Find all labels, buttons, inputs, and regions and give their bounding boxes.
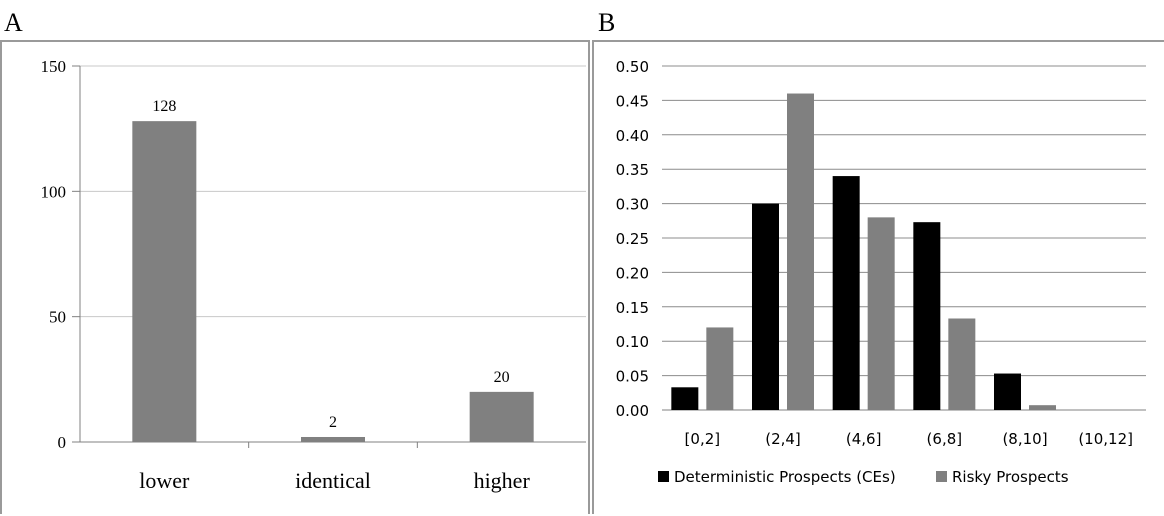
- bar-deterministic-3: [913, 222, 941, 410]
- y-tick-label: 100: [41, 182, 67, 201]
- y-tick-label: 0.15: [616, 299, 649, 317]
- x-tick-label: higher: [474, 468, 531, 493]
- y-tick-label: 50: [49, 308, 66, 327]
- legend-swatch-0: [658, 471, 669, 482]
- chart-panel-b: 0.00 0.05 0.10 0.15 0.20 0.25 0.30 0.35 0.40 0.45…: [592, 40, 1164, 514]
- chart-b-svg: 0.00 0.05 0.10 0.15 0.20 0.25 0.30 0.35 0.40 0.45…: [616, 58, 1146, 486]
- x-tick-label: (4,6]: [846, 430, 882, 448]
- y-tick-label: 0.10: [616, 333, 649, 351]
- bar-deterministic-0: [671, 387, 699, 410]
- bar-deterministic-2: [832, 176, 860, 410]
- x-tick-label: (10,12]: [1078, 430, 1133, 448]
- bar-higher: [469, 391, 534, 442]
- data-label: 20: [494, 369, 510, 386]
- y-tick-label: 0: [58, 433, 67, 452]
- chart-a-svg: 0 50 100 150 128 lower 2 identical 20 higher: [41, 57, 586, 493]
- panel-a-letter: A: [4, 8, 23, 37]
- bar-lower: [132, 121, 197, 442]
- data-label: 128: [152, 98, 176, 115]
- chart-panel-a: 0 50 100 150 128 lower 2 identical 20 higher: [0, 40, 590, 514]
- x-tick-label: (6,8]: [927, 430, 963, 448]
- x-tick-label: [0,2]: [685, 430, 721, 448]
- bar-risky-2: [867, 217, 895, 410]
- y-tick-label: 0.25: [616, 230, 649, 248]
- bar-risky-0: [706, 327, 734, 410]
- x-tick-label: identical: [295, 468, 371, 493]
- legend-label: Risky Prospects: [952, 468, 1069, 486]
- y-tick-label: 0.30: [616, 196, 649, 214]
- y-tick-label: 0.20: [616, 264, 649, 282]
- y-tick-label: 0.05: [616, 368, 649, 386]
- x-tick-label: (2,4]: [765, 430, 801, 448]
- data-label: 2: [329, 414, 337, 431]
- bar-identical: [301, 436, 365, 442]
- y-tick-label: 150: [41, 57, 67, 76]
- legend-swatch-1: [936, 471, 947, 482]
- y-tick-label: 0.45: [616, 92, 649, 110]
- x-tick-label: (8,10]: [1002, 430, 1047, 448]
- legend-label: Deterministic Prospects (CEs): [674, 468, 896, 486]
- bar-deterministic-4: [994, 373, 1021, 410]
- y-tick-label: 0.35: [616, 161, 649, 179]
- bar-deterministic-1: [752, 203, 779, 410]
- bar-risky-3: [948, 318, 976, 410]
- panel-b-letter: B: [598, 8, 616, 37]
- y-tick-label: 0.00: [616, 402, 649, 420]
- x-tick-label: lower: [139, 468, 190, 493]
- bar-risky-1: [787, 93, 814, 410]
- y-tick-label: 0.50: [616, 58, 649, 76]
- y-tick-label: 0.40: [616, 127, 649, 145]
- bar-risky-4: [1029, 405, 1056, 410]
